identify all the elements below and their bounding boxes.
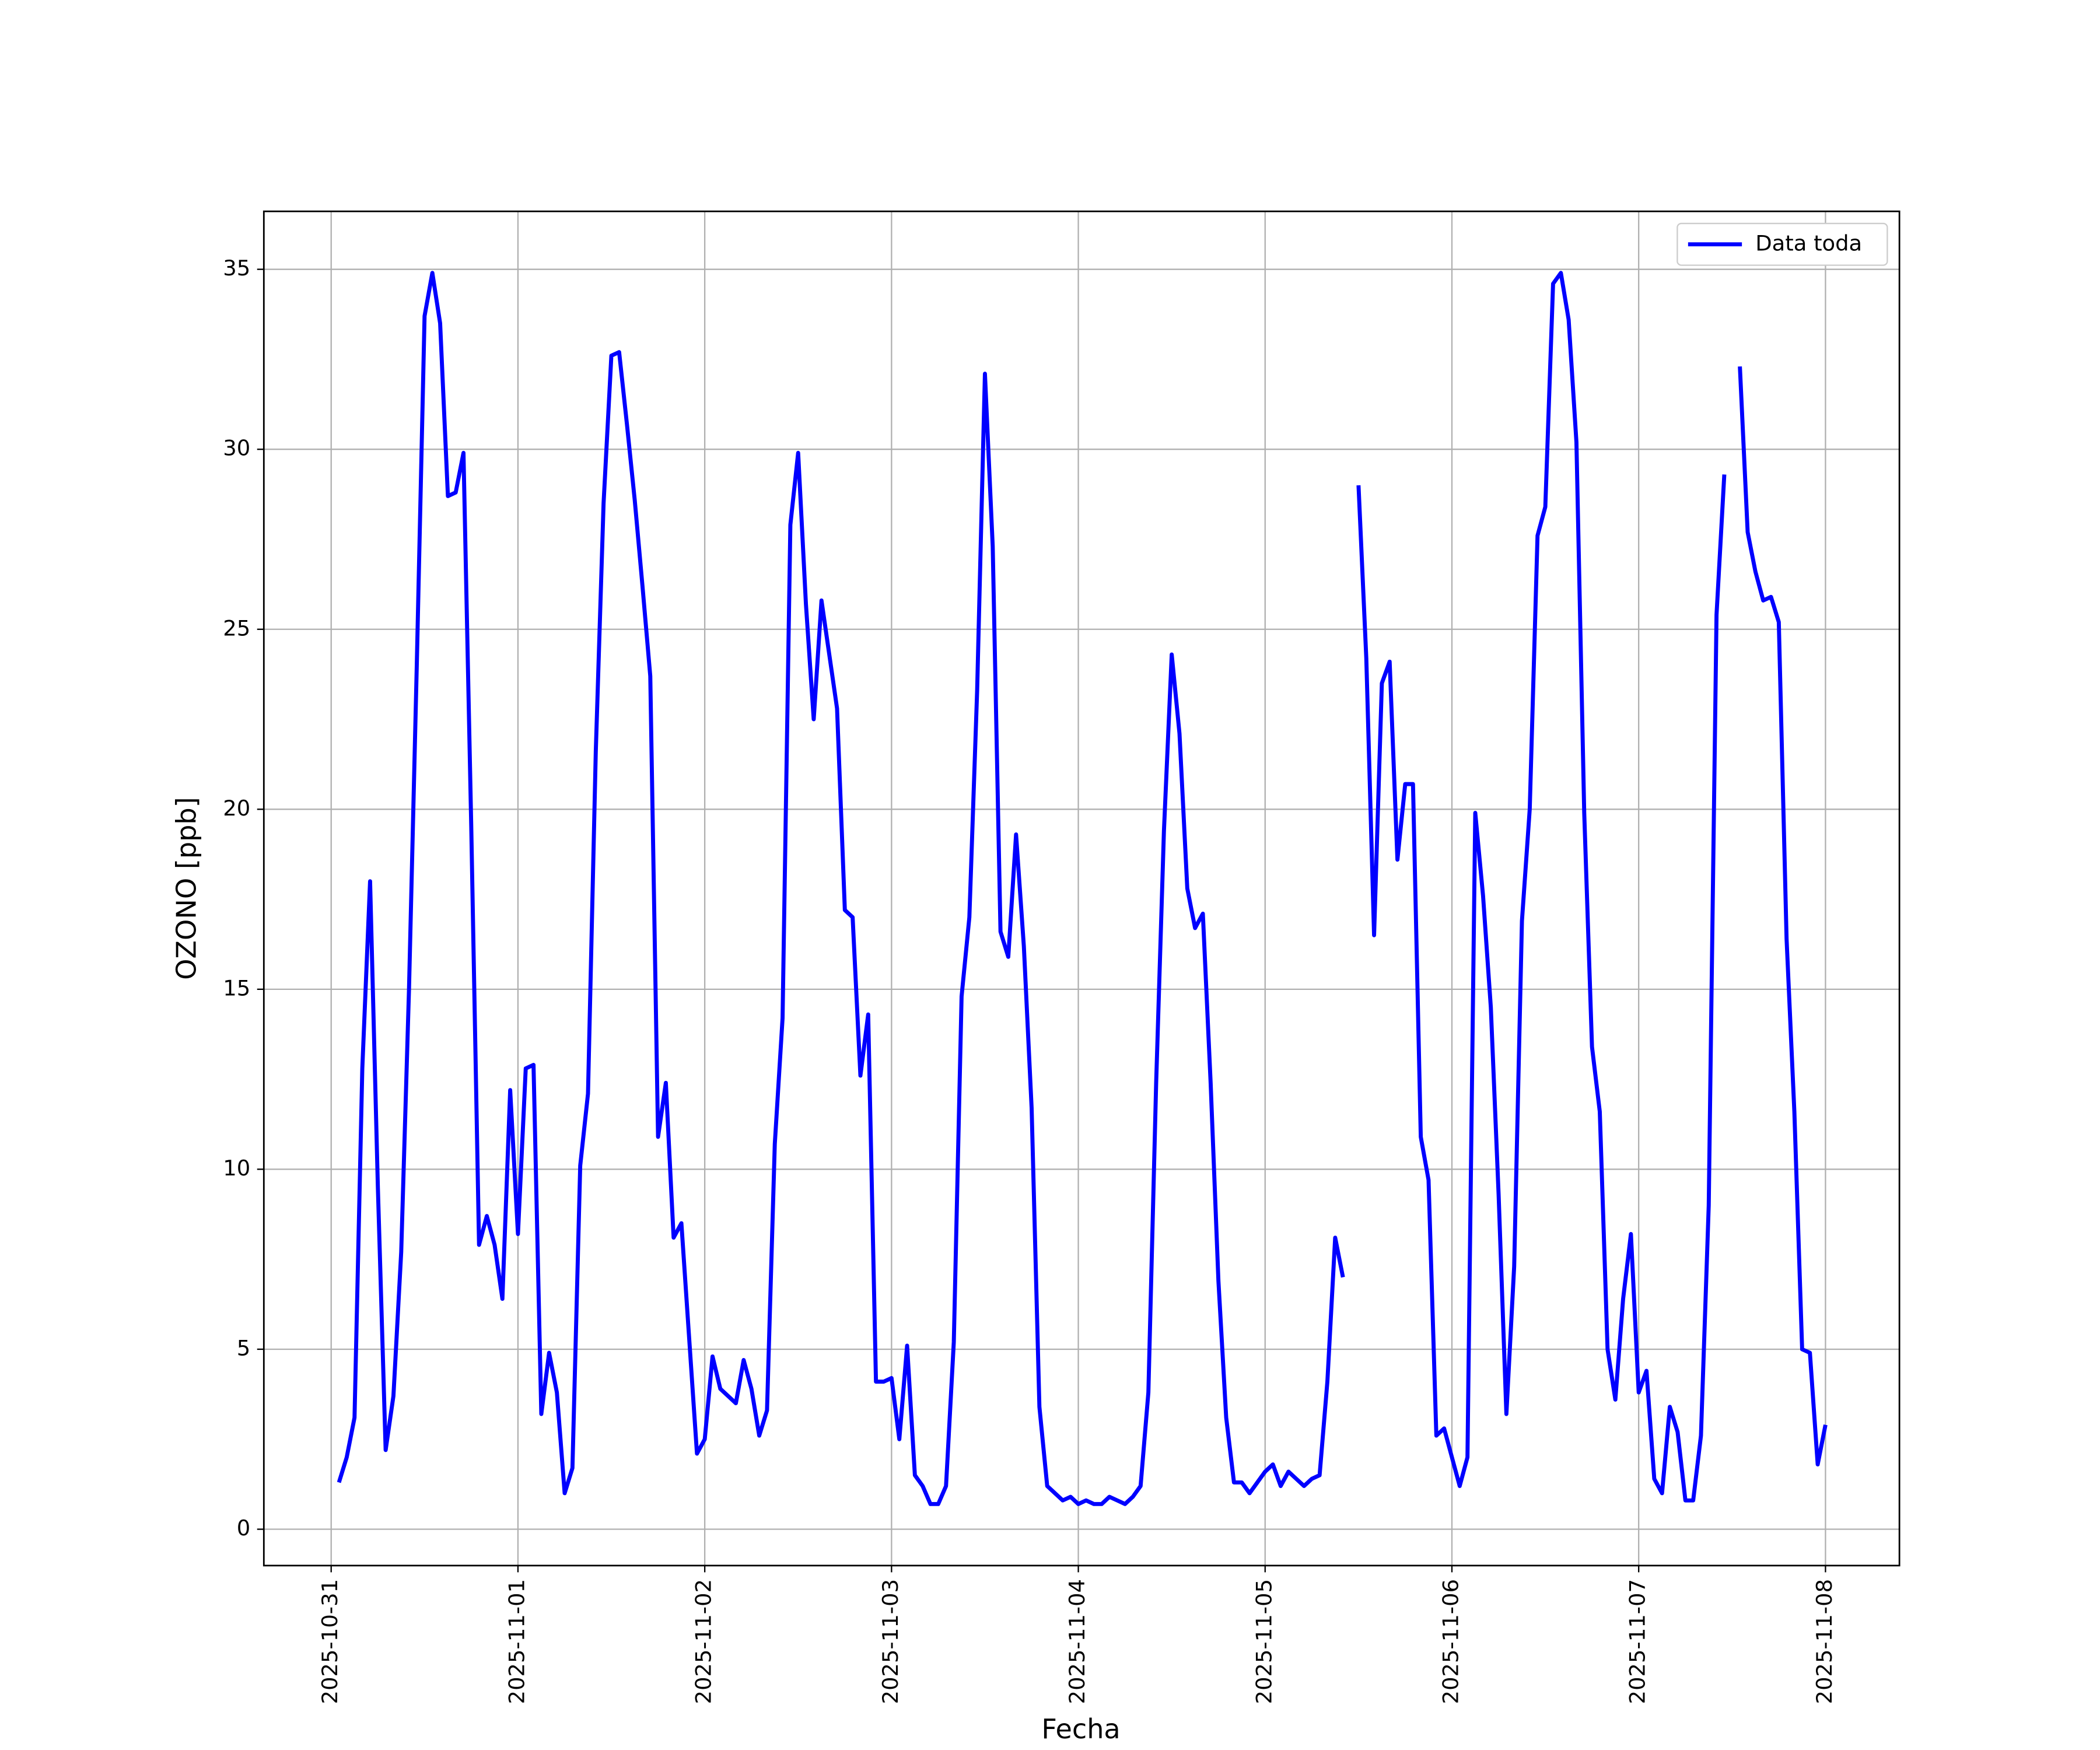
y-axis-label: OZONO [ppb] xyxy=(171,797,202,980)
plot-frame xyxy=(262,210,1901,1567)
y-tick-label: 35 xyxy=(223,256,250,281)
y-tick-label: 20 xyxy=(223,796,250,821)
y-tick-label: 25 xyxy=(223,615,250,640)
x-tick-label: 2025-11-03 xyxy=(878,1579,903,1704)
x-tick-label: 2025-11-08 xyxy=(1812,1579,1837,1704)
x-tick-label: 2025-11-04 xyxy=(1065,1579,1090,1704)
legend-label: Data toda xyxy=(1755,230,1862,256)
x-tick-label: 2025-11-01 xyxy=(504,1579,529,1704)
y-tick-label: 10 xyxy=(223,1156,250,1181)
x-tick-label: 2025-11-02 xyxy=(691,1579,716,1704)
data-line xyxy=(337,271,1828,1506)
y-tick-label: 15 xyxy=(223,975,250,1000)
x-tick-label: 2025-11-05 xyxy=(1251,1579,1276,1704)
y-tick-label: 5 xyxy=(237,1335,250,1360)
y-tick-label: 30 xyxy=(223,436,250,461)
x-axis-label: Fecha xyxy=(1041,1713,1120,1745)
x-tick-label: 2025-10-31 xyxy=(317,1579,342,1704)
x-tick-label: 2025-11-06 xyxy=(1438,1579,1463,1704)
legend-box xyxy=(1676,222,1888,266)
x-tick-label: 2025-11-07 xyxy=(1625,1579,1650,1704)
y-tick-label: 0 xyxy=(237,1516,250,1541)
